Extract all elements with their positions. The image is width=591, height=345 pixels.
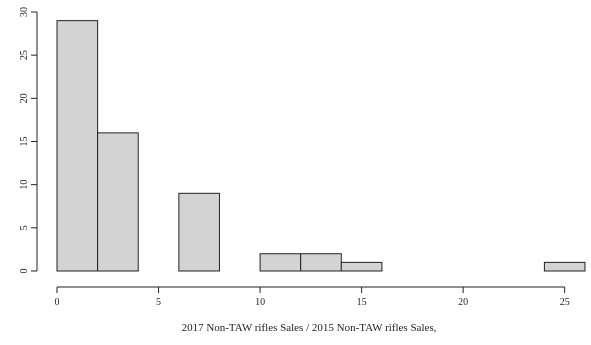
y-tick-label: 30: [19, 7, 30, 17]
y-tick-label: 20: [19, 93, 30, 103]
y-tick-label: 25: [19, 50, 30, 60]
x-axis-title: 2017 Non-TAW rifles Sales / 2015 Non-TAW…: [182, 322, 437, 334]
bars-group: [56, 20, 586, 272]
y-tick-label: 10: [19, 180, 30, 190]
histogram-bar: [543, 261, 586, 272]
histogram-bar: [259, 253, 302, 272]
histogram-bar: [300, 253, 342, 272]
histogram-bar: [97, 132, 139, 272]
y-tick-label: 5: [19, 225, 30, 230]
histogram-bar: [178, 192, 220, 272]
x-tick-label: 25: [560, 297, 570, 308]
y-axis-ticks: 0 5 10 15 20 25 30: [19, 7, 37, 274]
x-tick-label: 10: [255, 297, 265, 308]
y-tick-label: 15: [19, 137, 30, 147]
x-tick-label: 0: [55, 297, 60, 308]
x-tick-label: 5: [156, 297, 161, 308]
x-axis-ticks: 0 5 10 15 20 25: [55, 287, 570, 308]
histogram-bar: [56, 20, 99, 272]
x-tick-label: 15: [357, 297, 367, 308]
x-tick-label: 20: [458, 297, 468, 308]
histogram-bar: [340, 261, 383, 272]
y-tick-label: 0: [19, 269, 30, 274]
